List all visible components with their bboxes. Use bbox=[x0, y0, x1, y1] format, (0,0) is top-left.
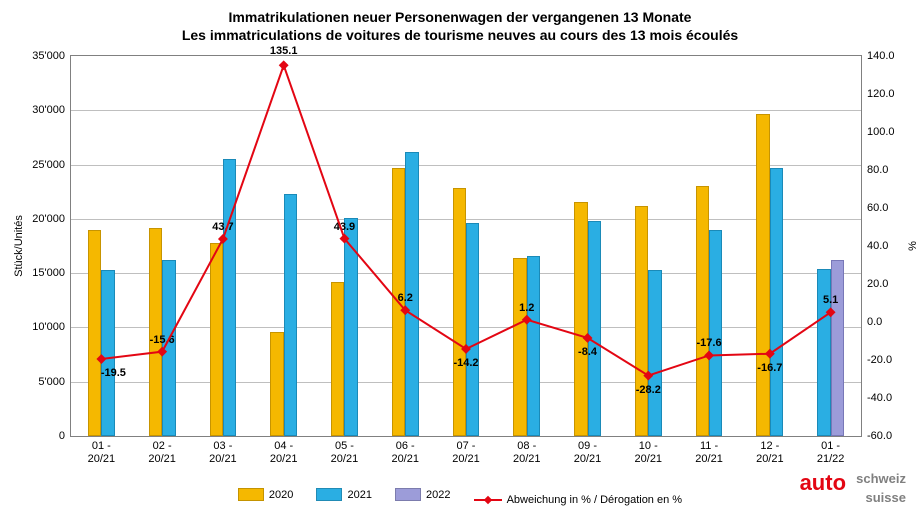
bar-2020 bbox=[696, 186, 709, 436]
x-tick: 12 -20/21 bbox=[739, 436, 800, 466]
deviation-label: -15.6 bbox=[150, 334, 175, 346]
y2-tick: 20.0 bbox=[861, 278, 907, 290]
x-tick: 03 -20/21 bbox=[193, 436, 254, 466]
bar-2021 bbox=[101, 270, 114, 436]
deviation-label: 135.1 bbox=[270, 45, 298, 57]
bar-2021 bbox=[284, 194, 297, 436]
bar-2020 bbox=[453, 188, 466, 436]
legend-2020: 2020 bbox=[238, 488, 293, 501]
bar-2021 bbox=[466, 223, 479, 436]
plot: 05'00010'00015'00020'00025'00030'00035'0… bbox=[71, 56, 861, 436]
chart-area: Stück/Unités % 05'00010'00015'00020'0002… bbox=[70, 55, 862, 437]
deviation-label: 43.9 bbox=[334, 221, 355, 233]
deviation-label: -19.5 bbox=[101, 367, 126, 379]
y2-tick: -60.0 bbox=[861, 430, 907, 442]
x-tick: 01 -20/21 bbox=[71, 436, 132, 466]
y-tick: 35'000 bbox=[15, 50, 71, 62]
x-tick: 08 -20/21 bbox=[496, 436, 557, 466]
title-fr: Les immatriculations de voitures de tour… bbox=[182, 27, 738, 43]
bar-2022 bbox=[831, 260, 844, 436]
x-tick: 07 -20/21 bbox=[436, 436, 497, 466]
deviation-label: -17.6 bbox=[697, 337, 722, 349]
y2-tick: 40.0 bbox=[861, 240, 907, 252]
title-de: Immatrikulationen neuer Personenwagen de… bbox=[229, 9, 692, 25]
y-tick: 25'000 bbox=[15, 159, 71, 171]
gridline bbox=[71, 165, 861, 166]
bar-2021 bbox=[162, 260, 175, 436]
y-tick: 5'000 bbox=[15, 376, 71, 388]
legend-2021: 2021 bbox=[316, 488, 371, 501]
x-tick: 06 -20/21 bbox=[375, 436, 436, 466]
legend-2020-label: 2020 bbox=[269, 489, 293, 501]
legend-line-label: Abweichung in % / Dérogation en % bbox=[507, 494, 683, 506]
x-tick: 09 -20/21 bbox=[557, 436, 618, 466]
legend-2022-label: 2022 bbox=[426, 489, 450, 501]
y-tick: 30'000 bbox=[15, 104, 71, 116]
bar-2020 bbox=[635, 206, 648, 436]
y2-tick: -40.0 bbox=[861, 392, 907, 404]
bar-2021 bbox=[527, 256, 540, 436]
bar-2020 bbox=[331, 282, 344, 436]
y2-tick: 0.0 bbox=[861, 316, 907, 328]
logo: auto schweiz suisse bbox=[800, 473, 906, 504]
bar-2021 bbox=[344, 218, 357, 436]
logo-sub1: schweiz bbox=[852, 471, 906, 486]
x-tick: 01 -21/22 bbox=[800, 436, 861, 466]
y2-tick: 140.0 bbox=[861, 50, 907, 62]
deviation-label: 6.2 bbox=[398, 292, 413, 304]
y-tick: 20'000 bbox=[15, 213, 71, 225]
deviation-label: 1.2 bbox=[519, 302, 534, 314]
legend-2021-label: 2021 bbox=[347, 489, 371, 501]
bar-2020 bbox=[574, 202, 587, 436]
bar-2020 bbox=[270, 332, 283, 436]
bar-2020 bbox=[210, 243, 223, 436]
bar-2021 bbox=[709, 230, 722, 436]
y2-axis-label: % bbox=[907, 241, 919, 251]
y2-tick: 100.0 bbox=[861, 126, 907, 138]
logo-main: auto bbox=[800, 470, 846, 495]
bar-2021 bbox=[648, 270, 661, 436]
legend-2022: 2022 bbox=[395, 488, 450, 501]
bar-2020 bbox=[88, 230, 101, 436]
legend: 2020 2021 2022 Abweichung in % / Dérogat… bbox=[0, 488, 920, 506]
x-tick: 04 -20/21 bbox=[253, 436, 314, 466]
y-tick: 15'000 bbox=[15, 267, 71, 279]
y-tick: 0 bbox=[15, 430, 71, 442]
bar-2020 bbox=[149, 228, 162, 436]
gridline bbox=[71, 110, 861, 111]
y2-tick: 120.0 bbox=[861, 88, 907, 100]
bar-2021 bbox=[223, 159, 236, 436]
x-tick: 05 -20/21 bbox=[314, 436, 375, 466]
deviation-label: -8.4 bbox=[578, 346, 597, 358]
deviation-label: 5.1 bbox=[823, 294, 838, 306]
x-tick: 11 -20/21 bbox=[679, 436, 740, 466]
bar-2020 bbox=[513, 258, 526, 436]
legend-line: Abweichung in % / Dérogation en % bbox=[474, 494, 683, 506]
bar-2021 bbox=[770, 168, 783, 436]
y2-tick: 60.0 bbox=[861, 202, 907, 214]
deviation-label: -14.2 bbox=[453, 357, 478, 369]
y2-tick: 80.0 bbox=[861, 164, 907, 176]
deviation-label: 43.7 bbox=[212, 221, 233, 233]
deviation-label: -16.7 bbox=[757, 362, 782, 374]
bar-2020 bbox=[756, 114, 769, 436]
deviation-label: -28.2 bbox=[636, 384, 661, 396]
x-tick: 10 -20/21 bbox=[618, 436, 679, 466]
y2-tick: -20.0 bbox=[861, 354, 907, 366]
gridline bbox=[71, 219, 861, 220]
x-tick: 02 -20/21 bbox=[132, 436, 193, 466]
bar-2021 bbox=[588, 221, 601, 436]
y-tick: 10'000 bbox=[15, 321, 71, 333]
